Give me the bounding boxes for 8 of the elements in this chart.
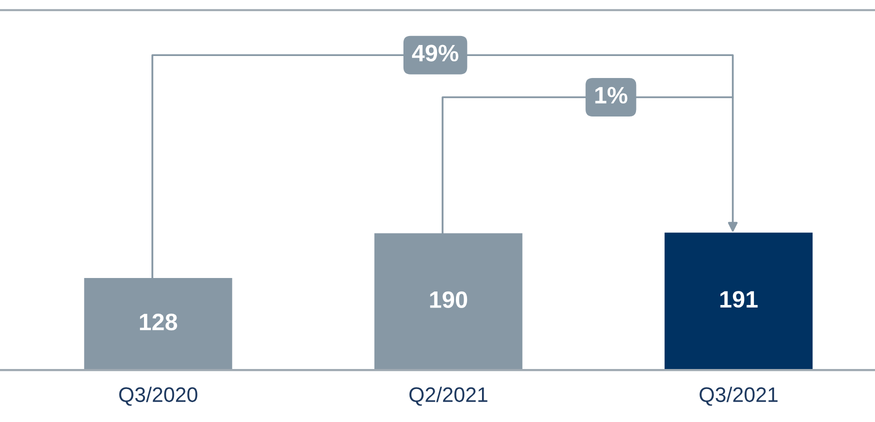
x-tick-label: Q3/2021: [700, 386, 778, 406]
x-tick-label: Q2/2021: [409, 386, 488, 406]
annotation: 49%: [412, 44, 458, 62]
data-label: 191: [720, 290, 758, 308]
data-label: 128: [140, 314, 178, 330]
annotation: 1%: [595, 86, 628, 104]
data-label: 190: [430, 291, 468, 308]
x-tick-label: Q3/2020: [119, 386, 198, 406]
